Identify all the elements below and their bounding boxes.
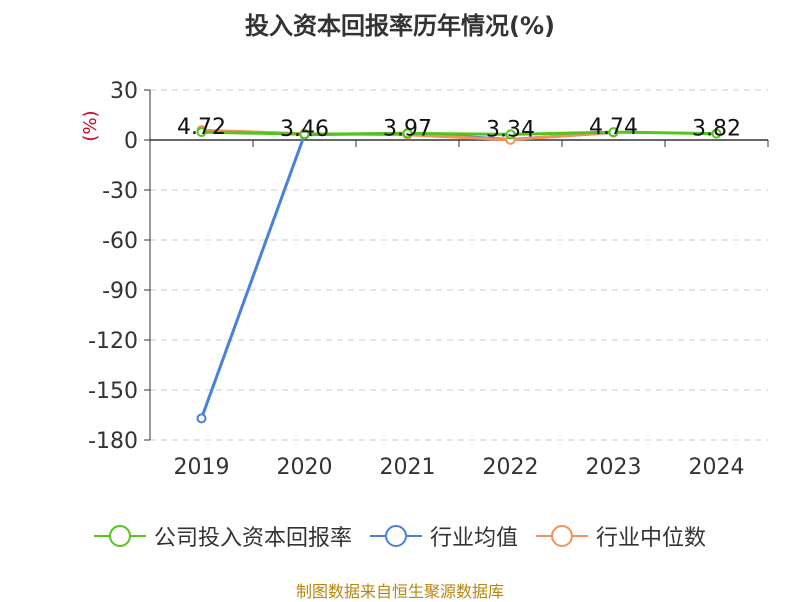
data-label: 3.82 xyxy=(692,117,741,142)
legend: 公司投入资本回报率 行业均值 行业中位数 xyxy=(0,520,800,552)
legend-ring-industry-mean-icon xyxy=(384,525,407,547)
y-tick-label: -150 xyxy=(88,379,138,404)
data-label: 3.34 xyxy=(486,117,535,142)
data-point xyxy=(196,127,207,138)
legend-ring-industry-median-icon xyxy=(551,525,573,547)
x-tick-label: 2023 xyxy=(586,455,642,480)
y-tick-label: -60 xyxy=(102,229,138,254)
data-label: 4.72 xyxy=(177,115,226,140)
y-tick-label: -90 xyxy=(102,279,138,304)
series-line xyxy=(201,130,717,136)
legend-item-industry-median[interactable]: 行业中位数 xyxy=(536,520,706,552)
y-tick-label: -120 xyxy=(88,329,138,354)
data-point xyxy=(711,128,722,139)
data-point xyxy=(299,129,310,140)
data-point xyxy=(505,129,516,140)
x-tick-label: 2021 xyxy=(380,455,436,480)
data-point xyxy=(608,127,619,138)
data-label: 3.46 xyxy=(280,117,329,142)
legend-label-industry-median: 行业中位数 xyxy=(596,526,707,551)
x-tick-label: 2024 xyxy=(689,455,745,480)
series-line xyxy=(200,131,614,419)
axes: 30 0 -30 -60 -90 -120 -150 -180 2019 2020 2021 2022… xyxy=(88,79,769,480)
series-lines xyxy=(196,125,722,424)
x-tick-label: 2020 xyxy=(277,455,333,480)
legend-label-industry-mean: 行业均值 xyxy=(429,526,518,551)
x-tick-label: 2022 xyxy=(483,455,539,480)
legend-swatch-company xyxy=(93,524,146,548)
data-label: 4.74 xyxy=(589,115,638,140)
legend-swatch-industry-median xyxy=(536,524,588,548)
x-tick-label: 2019 xyxy=(174,455,230,480)
y-tick-label: 30 xyxy=(110,79,138,104)
y-tick-label: 0 xyxy=(124,129,138,154)
data-labels: 4.72 3.46 3.97 3.34 4.74 3.82 xyxy=(177,115,741,142)
grid-lines xyxy=(150,89,768,441)
legend-item-company[interactable]: 公司投入资本回报率 xyxy=(93,520,352,552)
data-source-note: 制图数据来自恒生聚源数据库 xyxy=(295,582,504,601)
data-point xyxy=(402,128,413,139)
legend-ring-company-icon xyxy=(108,525,131,547)
legend-item-industry-mean[interactable]: 行业均值 xyxy=(369,520,518,552)
legend-label-company: 公司投入资本回报率 xyxy=(153,526,352,551)
y-axis-unit: (%) xyxy=(80,110,101,141)
legend-swatch-industry-mean xyxy=(369,524,422,548)
y-tick-label: -30 xyxy=(102,179,138,204)
y-tick-label: -180 xyxy=(88,429,138,454)
data-label: 3.97 xyxy=(383,116,432,141)
data-point xyxy=(196,413,207,424)
chart-title: 投入资本回报率历年情况(%) xyxy=(245,12,555,40)
